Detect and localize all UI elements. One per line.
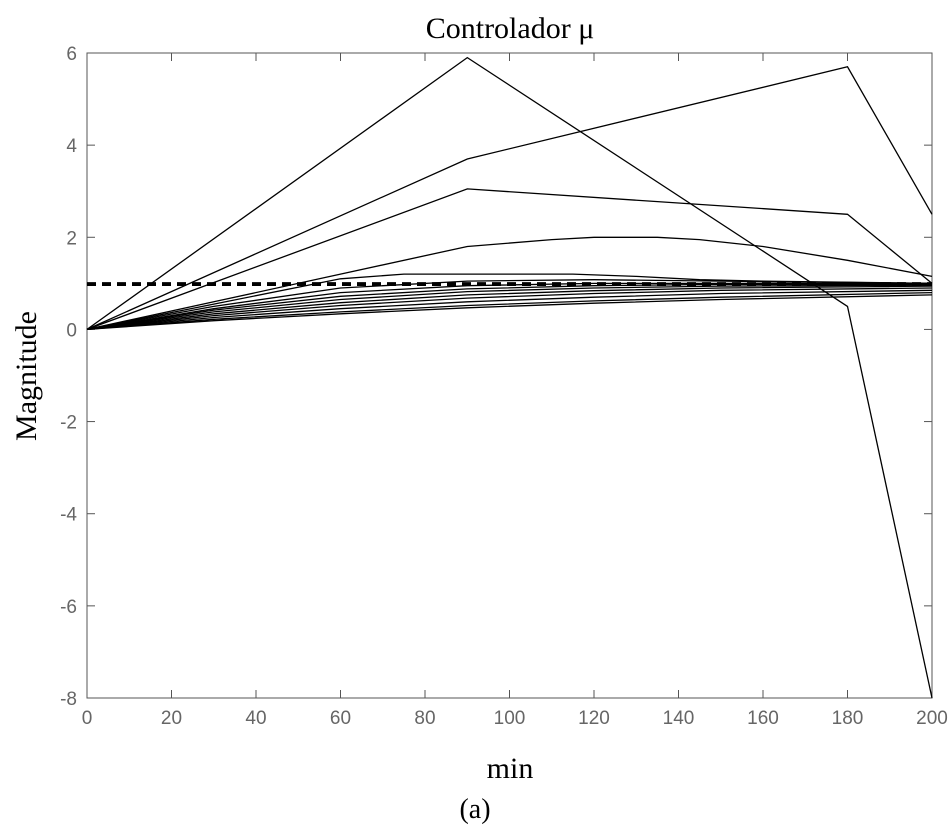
x-tick-label: 160	[747, 708, 779, 729]
x-tick-label: 80	[414, 708, 435, 729]
y-tick-label: -6	[60, 597, 77, 618]
y-tick-label: -4	[60, 505, 77, 526]
x-tick-label: 180	[832, 708, 864, 729]
chart-title: Controlador μ	[426, 12, 595, 45]
figure-caption: (a)	[459, 794, 490, 825]
series-line-8	[86, 283, 932, 331]
y-tick-label: 4	[66, 136, 77, 157]
x-tick-label: 40	[245, 708, 266, 729]
series-line-11	[86, 287, 933, 331]
y-tick-label: -2	[60, 413, 77, 434]
x-tick-label: 0	[82, 708, 93, 729]
y-tick-label: 6	[66, 44, 77, 65]
series-line-5	[86, 273, 933, 331]
series-line-6	[86, 279, 933, 331]
series-line-2	[86, 66, 933, 330]
series-line-3	[86, 188, 933, 331]
series-line-10	[86, 285, 933, 331]
x-axis-label: min	[487, 752, 534, 785]
x-tick-label: 200	[916, 708, 948, 729]
x-tick-label: 100	[494, 708, 526, 729]
x-axis: 0 20 40 60 80 100 120 140 160 180 200	[82, 53, 948, 729]
y-axis-label: Magnitude	[10, 311, 43, 441]
series-line-7	[86, 282, 932, 331]
x-tick-label: 140	[663, 708, 695, 729]
y-tick-label: -8	[60, 689, 77, 710]
y-tick-label: 0	[66, 320, 77, 341]
y-axis: -8 -6 -4 -2 0 2 4 6	[60, 44, 932, 710]
series-line-14	[86, 294, 933, 331]
series-line-13	[86, 291, 933, 331]
x-tick-label: 20	[161, 708, 182, 729]
x-tick-label: 60	[330, 708, 351, 729]
series-line-9	[86, 284, 933, 331]
series-group	[86, 56, 933, 699]
y-tick-label: 2	[66, 228, 77, 249]
series-line-1	[86, 56, 933, 699]
series-line-12	[86, 289, 933, 331]
series-line-4	[86, 236, 933, 331]
x-tick-label: 120	[578, 708, 610, 729]
plot-area	[86, 52, 933, 699]
